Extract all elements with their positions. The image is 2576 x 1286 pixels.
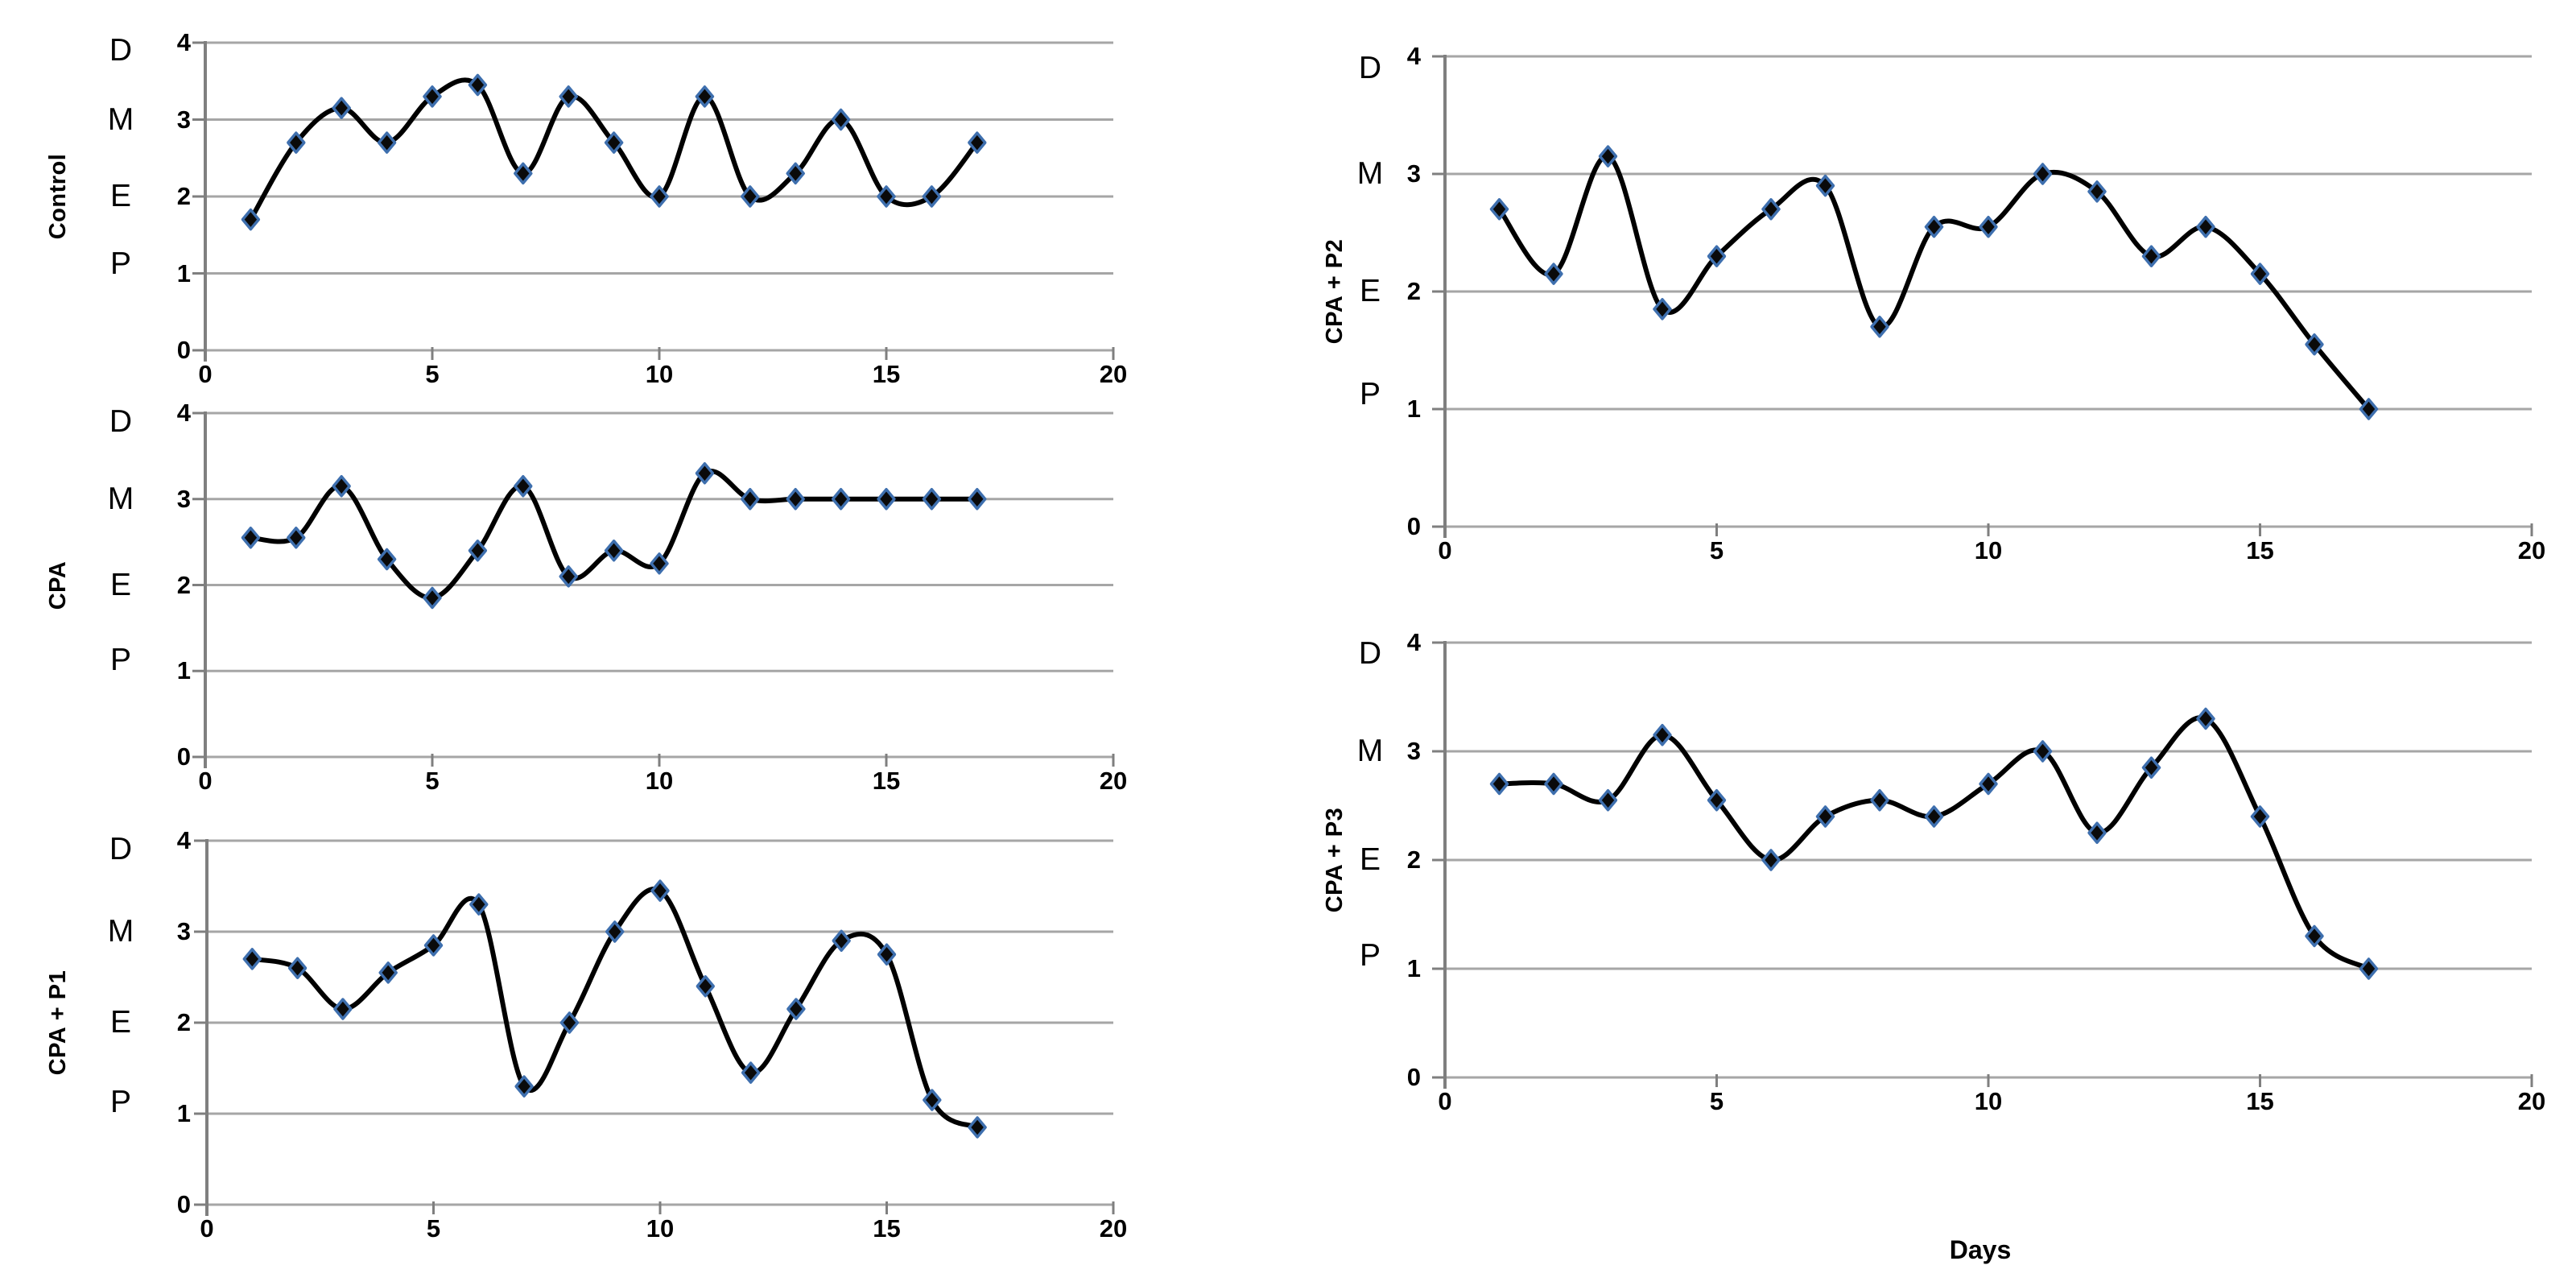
x-tick-label: 0 xyxy=(200,1214,214,1243)
y-stage-label-d: D xyxy=(1358,50,1382,85)
x-tick-label: 5 xyxy=(1709,536,1724,564)
x-tick-label: 5 xyxy=(425,767,440,795)
y-tick-label: 3 xyxy=(176,484,191,513)
x-tick-label: 0 xyxy=(198,767,213,795)
y-tick-label: 4 xyxy=(176,399,191,427)
x-tick-label: 5 xyxy=(426,1214,441,1243)
y-stage-label-p: P xyxy=(1359,377,1381,412)
chart-title: Control xyxy=(45,153,71,240)
y-tick-label: 3 xyxy=(1406,737,1421,765)
y-stage-label-e: E xyxy=(109,567,131,602)
y-tick-label: 0 xyxy=(176,1190,191,1218)
y-stage-label-m: M xyxy=(1356,734,1384,768)
y-stage-label-e: E xyxy=(1359,842,1381,877)
y-stage-label-p: P xyxy=(109,643,131,678)
x-tick-label: 10 xyxy=(646,1214,675,1243)
x-tick-label: 10 xyxy=(645,767,674,795)
x-tick-label: 0 xyxy=(1438,1087,1452,1115)
y-stage-label-d: D xyxy=(1358,635,1382,671)
x-tick-label: 20 xyxy=(1099,360,1128,388)
x-tick-label: 20 xyxy=(1099,767,1128,795)
chart-title: CPA + P2 xyxy=(1322,238,1348,345)
y-stage-label-e: E xyxy=(1359,274,1381,308)
y-tick-label: 2 xyxy=(176,182,191,210)
y-tick-label: 1 xyxy=(176,1099,191,1127)
x-tick-label: 15 xyxy=(2246,536,2274,564)
y-stage-label-e: E xyxy=(109,179,131,213)
y-stage-label-d: D xyxy=(109,32,133,68)
y-stage-label-m: M xyxy=(107,101,134,137)
y-tick-label: 2 xyxy=(1406,277,1421,305)
chart-title: CPA + P1 xyxy=(45,970,71,1076)
x-tick-label: 20 xyxy=(2517,1087,2546,1115)
x-tick-label: 15 xyxy=(873,1214,901,1243)
x-tick-label: 0 xyxy=(1438,536,1452,564)
chart-title: CPA xyxy=(45,560,71,610)
y-tick-label: 4 xyxy=(176,28,191,56)
x-tick-label: 5 xyxy=(425,360,440,388)
y-stage-label-d: D xyxy=(109,832,133,867)
x-tick-label: 15 xyxy=(2246,1087,2274,1115)
x-tick-label: 20 xyxy=(1099,1214,1128,1243)
y-tick-label: 4 xyxy=(1406,628,1421,656)
y-tick-label: 2 xyxy=(1406,846,1421,874)
x-tick-label: 20 xyxy=(2517,536,2546,564)
y-stage-label-m: M xyxy=(107,914,134,949)
y-tick-label: 1 xyxy=(176,258,191,287)
y-tick-label: 2 xyxy=(176,570,191,599)
x-tick-label: 0 xyxy=(198,360,213,388)
y-stage-label-e: E xyxy=(109,1005,131,1040)
y-tick-label: 4 xyxy=(176,826,191,854)
y-stage-label-p: P xyxy=(1359,937,1381,973)
y-stage-label-d: D xyxy=(109,403,133,439)
y-tick-label: 3 xyxy=(176,917,191,945)
x-tick-label: 15 xyxy=(872,767,901,795)
y-tick-label: 0 xyxy=(1406,1063,1421,1091)
x-tick-label: 10 xyxy=(1974,536,2003,564)
y-tick-label: 3 xyxy=(1406,159,1421,188)
y-tick-label: 4 xyxy=(1406,42,1421,70)
y-tick-label: 1 xyxy=(1406,954,1421,982)
y-tick-label: 0 xyxy=(176,742,191,771)
y-tick-label: 0 xyxy=(176,336,191,364)
x-tick-label: 5 xyxy=(1709,1087,1724,1115)
x-axis-title: Days xyxy=(1949,1235,2012,1264)
y-stage-label-p: P xyxy=(109,246,131,282)
x-tick-label: 15 xyxy=(872,360,901,388)
y-tick-label: 3 xyxy=(176,105,191,134)
y-stage-label-m: M xyxy=(107,481,134,516)
chart-title: CPA + P3 xyxy=(1322,807,1348,913)
x-tick-label: 10 xyxy=(1974,1087,2003,1115)
y-tick-label: 0 xyxy=(1406,512,1421,540)
y-stage-label-m: M xyxy=(1356,156,1384,191)
y-tick-label: 1 xyxy=(176,656,191,685)
y-stage-label-p: P xyxy=(109,1085,131,1120)
x-tick-label: 10 xyxy=(645,360,674,388)
y-tick-label: 1 xyxy=(1406,395,1421,423)
y-tick-label: 2 xyxy=(176,1008,191,1036)
